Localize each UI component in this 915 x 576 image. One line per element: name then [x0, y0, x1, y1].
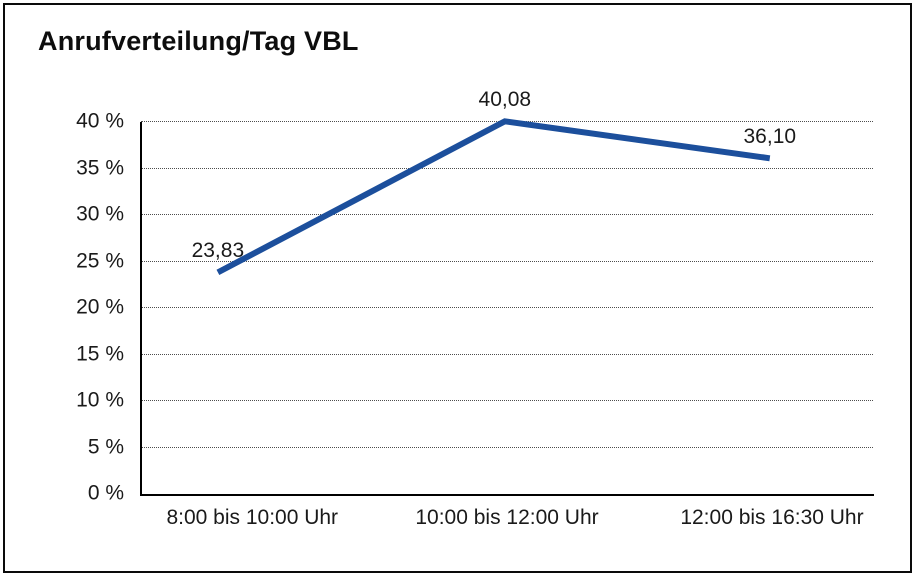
- y-tick-label: 20 %: [76, 295, 124, 319]
- y-tick-label: 5 %: [87, 435, 124, 459]
- gridline-25: [141, 260, 873, 262]
- y-tick-label: 0 %: [87, 481, 124, 505]
- data-line-series: [216, 118, 771, 276]
- gridline-20: [141, 307, 873, 308]
- x-category-label: 12:00 bis 16:30 Uhr: [680, 506, 864, 529]
- y-tick-label: 15 %: [76, 342, 124, 366]
- x-category-label: 10:00 bis 12:00 Uhr: [415, 506, 599, 529]
- y-tick-label: 10 %: [76, 388, 124, 412]
- y-axis-line: [140, 122, 142, 496]
- gridline-30: [141, 214, 873, 215]
- y-tick-label: 35 %: [76, 156, 124, 180]
- y-tick-label: 30 %: [76, 202, 124, 226]
- data-point-label: 36,10: [743, 125, 797, 149]
- gridline-10: [141, 400, 873, 401]
- x-category-label: 8:00 bis 10:00 Uhr: [166, 506, 339, 529]
- gridline-35: [141, 167, 873, 169]
- data-point-label: 40,08: [478, 88, 532, 112]
- gridline-15: [141, 353, 873, 355]
- series-polyline: [216, 118, 771, 276]
- gridline-5: [141, 446, 873, 448]
- y-tick-label: 25 %: [76, 249, 124, 273]
- y-tick-label: 40 %: [76, 109, 124, 133]
- x-axis-line: [140, 494, 874, 496]
- chart-title: Anrufverteilung/Tag VBL: [38, 26, 359, 56]
- data-point-label: 23,83: [191, 239, 245, 263]
